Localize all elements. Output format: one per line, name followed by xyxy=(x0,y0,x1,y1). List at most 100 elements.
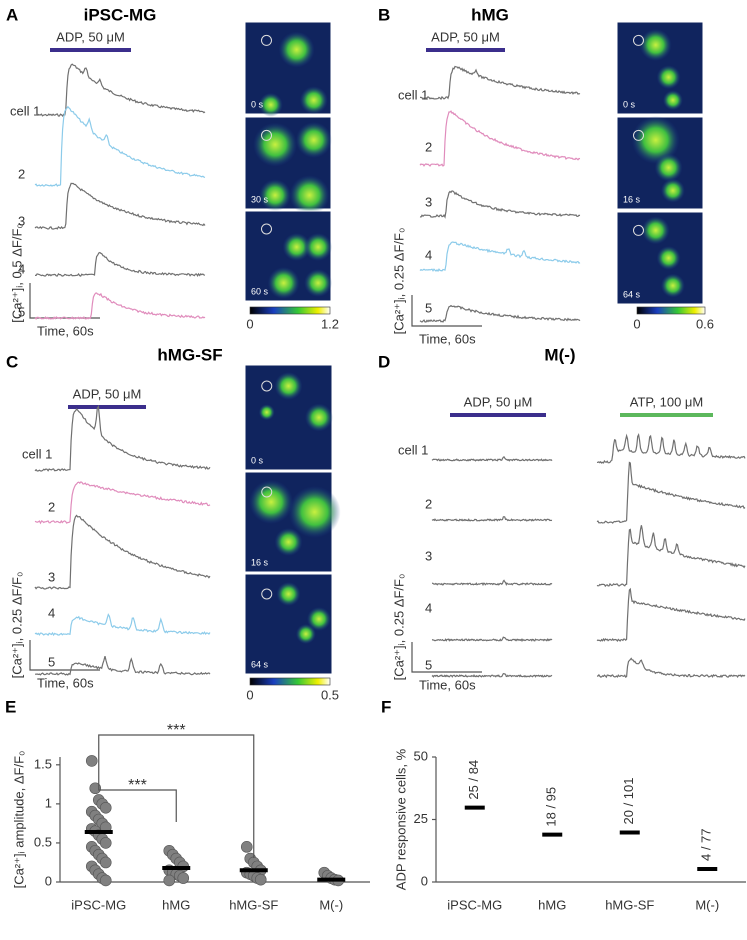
scale-x: Time, 60s xyxy=(419,677,476,692)
timestamp: 30 s xyxy=(251,194,269,204)
cell-blob xyxy=(304,269,333,297)
data-point xyxy=(89,782,102,795)
cell-blob xyxy=(258,404,275,421)
x-tick-label: hMG xyxy=(162,897,190,912)
timestamp: 16 s xyxy=(251,557,269,567)
trace xyxy=(431,516,553,522)
cell-label: 2 xyxy=(425,139,432,154)
cell-label: 4 xyxy=(425,600,432,615)
cell-label: 5 xyxy=(425,300,432,315)
cell-label: 3 xyxy=(48,569,55,584)
cell-label: 3 xyxy=(425,548,432,563)
y-tick-label: 0 xyxy=(45,873,52,888)
timestamp: 0 s xyxy=(623,99,636,109)
cell-label: cell 1 xyxy=(10,103,40,118)
y-tick-label: 0 xyxy=(421,873,428,888)
scale-y: [Ca²⁺]ᵢ, 0.25 ΔF/F₀ xyxy=(391,574,406,681)
x-tick-label: hMG-SF xyxy=(229,897,278,912)
data-point xyxy=(177,872,190,884)
cell-blob xyxy=(656,65,681,90)
cell-blob xyxy=(304,403,333,432)
scale-x: Time, 60s xyxy=(419,331,476,346)
cell-blob xyxy=(660,273,685,298)
x-tick-label: M(-) xyxy=(695,897,719,912)
cell-label: cell 1 xyxy=(398,87,428,102)
roi xyxy=(261,588,273,600)
cell-blob xyxy=(282,233,311,261)
roi xyxy=(261,223,272,235)
x-tick-label: iPSC-MG xyxy=(71,897,126,912)
trace xyxy=(431,636,553,643)
x-tick-label: M(-) xyxy=(319,897,343,912)
y-axis-label: ADP responsive cells, % xyxy=(393,748,408,890)
roi xyxy=(633,34,644,46)
cell-blob xyxy=(304,233,333,261)
cell-label: 2 xyxy=(18,166,25,181)
cell-blob xyxy=(289,175,330,216)
scale-bar xyxy=(411,295,482,327)
trace xyxy=(34,481,211,525)
cell-blob xyxy=(299,86,328,115)
timestamp: 16 s xyxy=(623,194,641,204)
panel-letter: F xyxy=(381,697,391,716)
trace xyxy=(596,461,746,524)
data-point xyxy=(85,755,98,767)
trace xyxy=(35,655,211,676)
data-point xyxy=(254,873,267,886)
cell-label: 3 xyxy=(425,194,432,209)
data-point xyxy=(99,837,112,849)
panel-letter: B xyxy=(378,5,390,24)
fraction-label: 4 / 77 xyxy=(699,828,714,861)
timestamp: 0 s xyxy=(251,99,264,109)
cell-label: 5 xyxy=(48,654,55,669)
y-tick-label: 25 xyxy=(414,811,428,826)
cell-label: 2 xyxy=(48,499,55,514)
scale-x: Time, 60s xyxy=(37,675,94,690)
cell-blob xyxy=(259,179,292,212)
scale-y: [Ca²⁺]ᵢ, 0.25 ΔF/F₀ xyxy=(391,228,406,335)
cell-blob xyxy=(267,267,300,299)
scale-bar xyxy=(411,642,482,673)
panel-title: iPSC-MG xyxy=(84,5,157,24)
stimulus-label: ADP, 50 μM xyxy=(464,394,533,409)
stimulus-label: ADP, 50 μM xyxy=(73,386,142,401)
panel-letter: C xyxy=(6,352,18,371)
cell-blob xyxy=(288,486,341,538)
stimulus-label: ADP, 50 μM xyxy=(56,29,125,44)
roi xyxy=(261,129,272,141)
colorbar xyxy=(249,306,331,315)
colorbar-max: 1.2 xyxy=(321,316,339,331)
timestamp: 0 s xyxy=(251,455,264,465)
trace xyxy=(431,579,553,587)
trace xyxy=(34,613,211,637)
stimulus-bar xyxy=(68,405,146,409)
trace xyxy=(596,587,746,643)
trace xyxy=(35,251,206,278)
colorbar-max: 0.6 xyxy=(696,316,714,331)
panel-title: M(-) xyxy=(544,345,575,364)
roi xyxy=(261,486,273,498)
trace xyxy=(431,455,553,462)
cell-label: 2 xyxy=(425,496,432,511)
cell-blob xyxy=(276,582,301,606)
trace xyxy=(596,657,746,679)
cell-label: 4 xyxy=(18,261,25,276)
cell-label: 5 xyxy=(18,304,25,319)
cell-label: cell 1 xyxy=(398,442,428,457)
cell-blob xyxy=(654,153,683,182)
cell-label: 4 xyxy=(48,605,55,620)
stimulus-bar xyxy=(426,48,505,52)
roi xyxy=(633,129,644,141)
roi xyxy=(633,224,644,236)
scale-y: [Ca²⁺]ᵢ, 0.5 ΔF/F₀ xyxy=(9,223,24,323)
trace xyxy=(596,525,746,588)
cell-label: 3 xyxy=(18,213,25,228)
trace xyxy=(419,241,581,273)
cell-blob xyxy=(662,90,683,111)
cell-blob xyxy=(656,246,681,270)
trace xyxy=(34,404,211,472)
data-point xyxy=(240,841,253,853)
trace xyxy=(596,433,746,464)
panel-title: hMG xyxy=(471,5,509,24)
